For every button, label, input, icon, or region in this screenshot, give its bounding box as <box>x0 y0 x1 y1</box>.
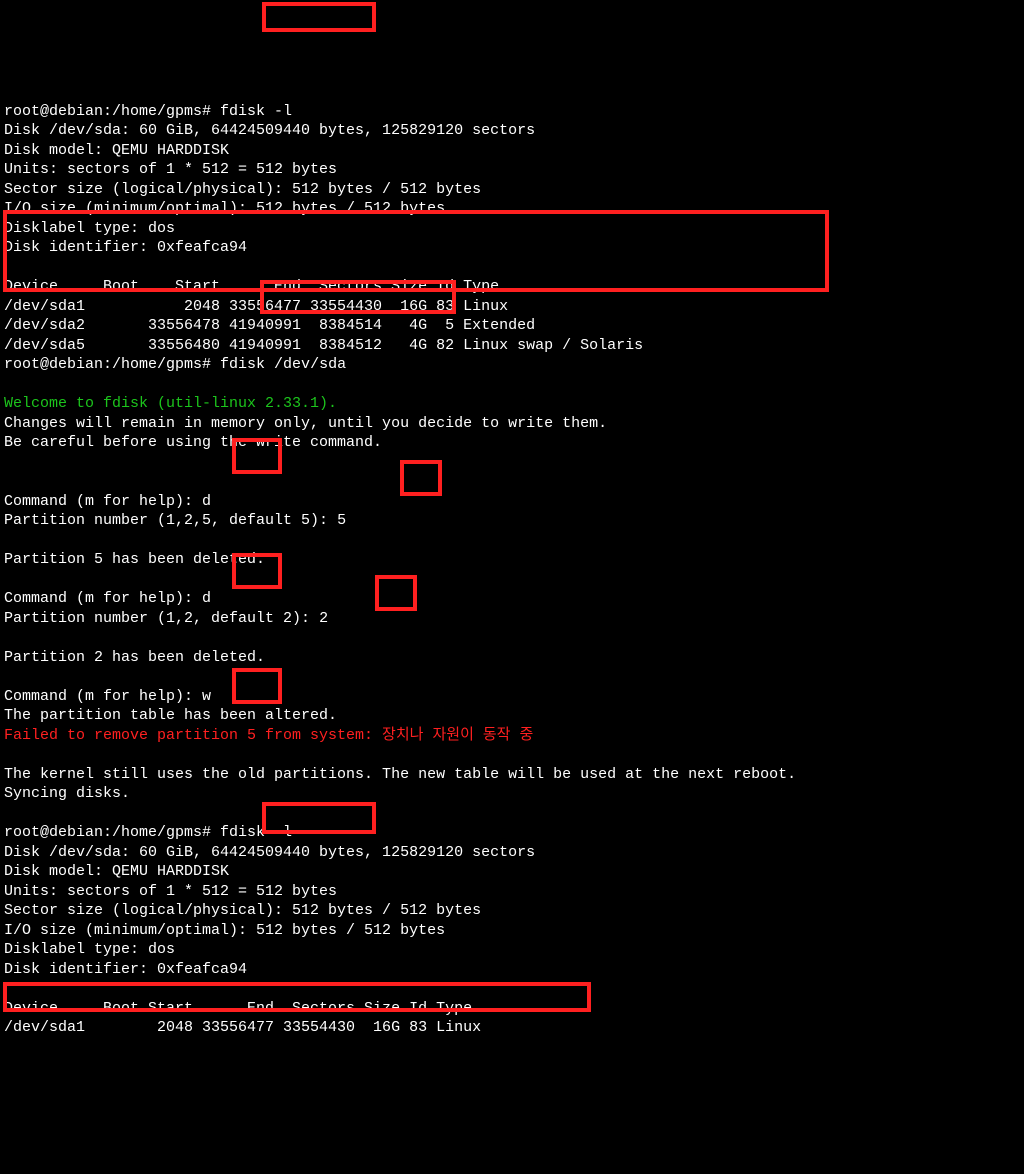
user-input: d <box>193 590 211 607</box>
shell-prompt: root@debian:/home/gpms# <box>4 824 211 841</box>
sector-size: Sector size (logical/physical): 512 byte… <box>4 902 481 919</box>
disk-model: Disk model: QEMU HARDDISK <box>4 142 229 159</box>
user-input: 2 <box>310 610 328 627</box>
shell-prompt: root@debian:/home/gpms# <box>4 356 211 373</box>
table-header: Device Boot Start End Sectors Size Id Ty… <box>4 278 499 295</box>
info-msg: The kernel still uses the old partitions… <box>4 766 796 783</box>
disk-info: Disk /dev/sda: 60 GiB, 64424509440 bytes… <box>4 844 535 861</box>
io-size: I/O size (minimum/optimal): 512 bytes / … <box>4 922 445 939</box>
disk-info: Disk /dev/sda: 60 GiB, 64424509440 bytes… <box>4 122 535 139</box>
disk-identifier: Disk identifier: 0xfeafca94 <box>4 239 247 256</box>
command: fdisk -l <box>211 824 292 841</box>
command: fdisk -l <box>211 103 292 120</box>
user-input: 5 <box>328 512 346 529</box>
status-msg: Partition 5 has been deleted. <box>4 551 265 568</box>
table-row: /dev/sda1 2048 33556477 33554430 16G 83 … <box>4 1019 481 1036</box>
table-row: /dev/sda1 2048 33556477 33554430 16G 83 … <box>4 298 508 315</box>
disklabel: Disklabel type: dos <box>4 220 175 237</box>
user-input: w <box>193 688 211 705</box>
table-row: /dev/sda2 33556478 41940991 8384514 4G 5… <box>4 317 535 334</box>
table-row: /dev/sda5 33556480 41940991 8384512 4G 8… <box>4 337 643 354</box>
fdisk-prompt: Command (m for help): <box>4 493 193 510</box>
info-msg: Be careful before using the write comman… <box>4 434 382 451</box>
welcome-msg: Welcome to fdisk (util-linux 2.33.1). <box>4 395 337 412</box>
shell-prompt: root@debian:/home/gpms# <box>4 103 211 120</box>
terminal-output: root@debian:/home/gpms# fdisk -l Disk /d… <box>4 82 1020 1038</box>
user-input: d <box>193 493 211 510</box>
disk-identifier: Disk identifier: 0xfeafca94 <box>4 961 247 978</box>
fdisk-prompt: Command (m for help): <box>4 688 193 705</box>
table-header: Device Boot Start End Sectors Size Id Ty… <box>4 1000 472 1017</box>
hl-cmd-fdisk-l-1 <box>262 2 376 32</box>
units: Units: sectors of 1 * 512 = 512 bytes <box>4 161 337 178</box>
info-msg: Changes will remain in memory only, unti… <box>4 415 607 432</box>
fdisk-prompt: Partition number (1,2,5, default 5): <box>4 512 328 529</box>
status-msg: Partition 2 has been deleted. <box>4 649 265 666</box>
status-msg: The partition table has been altered. <box>4 707 337 724</box>
error-msg: Failed to remove partition 5 from system… <box>4 727 533 744</box>
units: Units: sectors of 1 * 512 = 512 bytes <box>4 883 337 900</box>
sector-size: Sector size (logical/physical): 512 byte… <box>4 181 481 198</box>
status-msg: Syncing disks. <box>4 785 130 802</box>
command: fdisk /dev/sda <box>211 356 346 373</box>
fdisk-prompt: Partition number (1,2, default 2): <box>4 610 310 627</box>
io-size: I/O size (minimum/optimal): 512 bytes / … <box>4 200 445 217</box>
disklabel: Disklabel type: dos <box>4 941 175 958</box>
fdisk-prompt: Command (m for help): <box>4 590 193 607</box>
disk-model: Disk model: QEMU HARDDISK <box>4 863 229 880</box>
